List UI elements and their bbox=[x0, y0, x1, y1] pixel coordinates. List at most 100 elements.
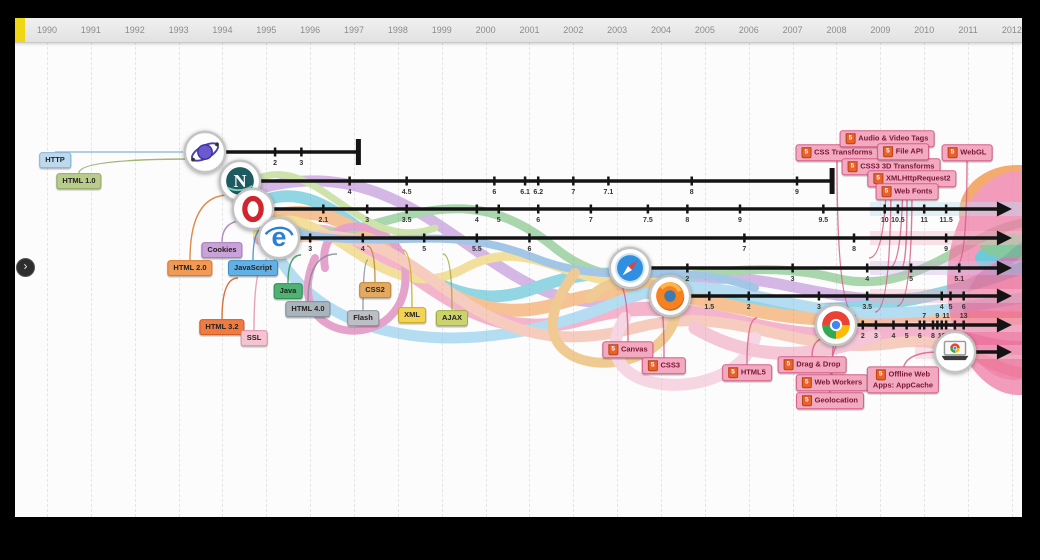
tech-label-html5[interactable]: 5 HTML5 bbox=[722, 364, 772, 382]
version-label: 9 bbox=[738, 217, 742, 224]
connector-java bbox=[287, 254, 302, 284]
gridline bbox=[354, 42, 356, 517]
year-label: 1991 bbox=[80, 25, 101, 35]
tech-label-text: HTTP bbox=[45, 155, 65, 165]
year-label: 2003 bbox=[607, 25, 628, 35]
connector-xml bbox=[402, 249, 413, 308]
version-label: 2 bbox=[747, 304, 751, 311]
html5-badge-icon: 5 bbox=[845, 133, 856, 145]
tech-label-html-2-0[interactable]: HTML 2.0 bbox=[167, 260, 213, 276]
tech-label-html-3-2[interactable]: HTML 3.2 bbox=[199, 319, 245, 335]
tech-label-flash[interactable]: Flash bbox=[347, 310, 379, 326]
tech-label-ssl[interactable]: SSL bbox=[240, 330, 268, 346]
tech-label-cookies[interactable]: Cookies bbox=[201, 242, 243, 258]
year-label: 2000 bbox=[475, 25, 496, 35]
gridline bbox=[397, 42, 399, 517]
tech-label-web-workers[interactable]: 5 Web Workers bbox=[795, 374, 869, 392]
tech-label-css-transforms[interactable]: 5 CSS Transforms bbox=[795, 144, 879, 162]
html5-badge-icon: 5 bbox=[783, 359, 794, 371]
tech-label-text: File API bbox=[895, 146, 923, 156]
tech-label-java[interactable]: Java bbox=[273, 283, 303, 299]
tech-label-css2[interactable]: CSS2 bbox=[359, 282, 391, 298]
html5-badge-icon: 5 bbox=[883, 146, 893, 158]
ie-icon[interactable]: e bbox=[256, 215, 302, 261]
chrome-icon[interactable] bbox=[813, 302, 859, 348]
version-label: 7 bbox=[571, 189, 575, 196]
version-label: 11 bbox=[920, 217, 928, 224]
version-label: 4 bbox=[475, 217, 479, 224]
html5-badge-icon: 5 bbox=[608, 344, 618, 356]
tech-label-text: HTML 2.0 bbox=[173, 263, 207, 273]
tech-label-drag-drop[interactable]: 5 Drag & Drop bbox=[777, 356, 847, 374]
version-label: 6 bbox=[528, 246, 532, 253]
year-label: 1997 bbox=[344, 25, 365, 35]
tech-label-javascript[interactable]: JavaScript bbox=[228, 260, 278, 276]
year-label: 2008 bbox=[826, 25, 847, 35]
version-label: 6 bbox=[918, 333, 922, 340]
gridline bbox=[222, 42, 224, 517]
gridline bbox=[134, 42, 136, 517]
tech-label-geolocation[interactable]: 5 Geolocation bbox=[796, 392, 864, 410]
version-label: 5.5 bbox=[472, 246, 482, 253]
expand-panel-button[interactable]: › bbox=[16, 258, 35, 277]
tech-label-xml[interactable]: XML bbox=[398, 307, 426, 323]
mosaic-icon[interactable] bbox=[182, 129, 228, 175]
tech-label-text: Flash bbox=[353, 313, 373, 323]
tech-label-html-1-0[interactable]: HTML 1.0 bbox=[56, 173, 102, 189]
opera-icon[interactable] bbox=[230, 186, 276, 232]
version-label: 3 bbox=[874, 333, 878, 340]
connector-html-2-0 bbox=[189, 194, 230, 261]
gridline bbox=[924, 42, 926, 517]
safari-icon[interactable] bbox=[607, 245, 653, 291]
gridline bbox=[792, 42, 794, 517]
gridline bbox=[90, 42, 92, 517]
version-label: 6 bbox=[962, 304, 966, 311]
tech-label-text: Cookies bbox=[207, 245, 237, 255]
version-label: 3.5 bbox=[862, 304, 872, 311]
firefox-timeline: 1.5 2 3 3.5 4 5 6 bbox=[690, 288, 1012, 311]
version-label: 11 bbox=[942, 313, 950, 320]
gridline bbox=[178, 42, 180, 517]
tech-label-web-fonts[interactable]: 5 Web Fonts bbox=[875, 183, 939, 201]
html5-badge-icon: 5 bbox=[801, 147, 812, 159]
tech-label-text: JavaScript bbox=[234, 263, 272, 273]
tech-label-text: Offline Web Apps: AppCache bbox=[872, 369, 934, 390]
version-label: 5 bbox=[949, 304, 953, 311]
connector-html-3-2 bbox=[221, 277, 239, 320]
version-label: 8 bbox=[690, 189, 694, 196]
connector-flash bbox=[362, 259, 369, 311]
tech-label-file-api[interactable]: 5 File API bbox=[877, 143, 929, 161]
tech-label-offline-web-apps-appcache[interactable]: 5 Offline Web Apps: AppCache bbox=[866, 366, 940, 394]
tech-label-canvas[interactable]: 5 Canvas bbox=[602, 341, 654, 359]
year-label: 2004 bbox=[651, 25, 672, 35]
version-label: 2 bbox=[861, 333, 865, 340]
tech-label-webgl[interactable]: 5 WebGL bbox=[941, 144, 993, 162]
version-label: 4 bbox=[865, 276, 869, 283]
version-label: 3.5 bbox=[402, 217, 412, 224]
version-label: 4.5 bbox=[402, 189, 412, 196]
tech-label-html-4-0[interactable]: HTML 4.0 bbox=[285, 301, 331, 317]
version-label: 9 bbox=[944, 246, 948, 253]
html5-badge-icon: 5 bbox=[728, 367, 738, 379]
gridline bbox=[266, 42, 268, 517]
version-label: 2 bbox=[273, 160, 277, 167]
tech-label-text: Geolocation bbox=[814, 395, 858, 405]
connector-css3-3d-transforms bbox=[874, 174, 892, 313]
timeline-position-marker[interactable] bbox=[15, 18, 25, 42]
version-label: 6.1 bbox=[520, 189, 530, 196]
tech-label-text: Java bbox=[279, 286, 297, 296]
html5-badge-icon: 5 bbox=[802, 395, 812, 407]
year-label: 1990 bbox=[36, 25, 58, 35]
tech-label-http[interactable]: HTTP bbox=[39, 152, 71, 168]
year-label: 2007 bbox=[782, 25, 803, 35]
tech-label-text: HTML5 bbox=[740, 367, 766, 377]
tech-label-ajax[interactable]: AJAX bbox=[435, 310, 469, 326]
tech-label-text: CSS2 bbox=[365, 285, 385, 295]
chromebook-icon[interactable] bbox=[932, 329, 978, 375]
version-label: 13 bbox=[960, 313, 968, 320]
version-label: 3 bbox=[817, 304, 821, 311]
firefox-icon[interactable] bbox=[647, 273, 693, 319]
version-label: 3 bbox=[365, 217, 369, 224]
tech-label-css3[interactable]: 5 CSS3 bbox=[641, 357, 687, 375]
